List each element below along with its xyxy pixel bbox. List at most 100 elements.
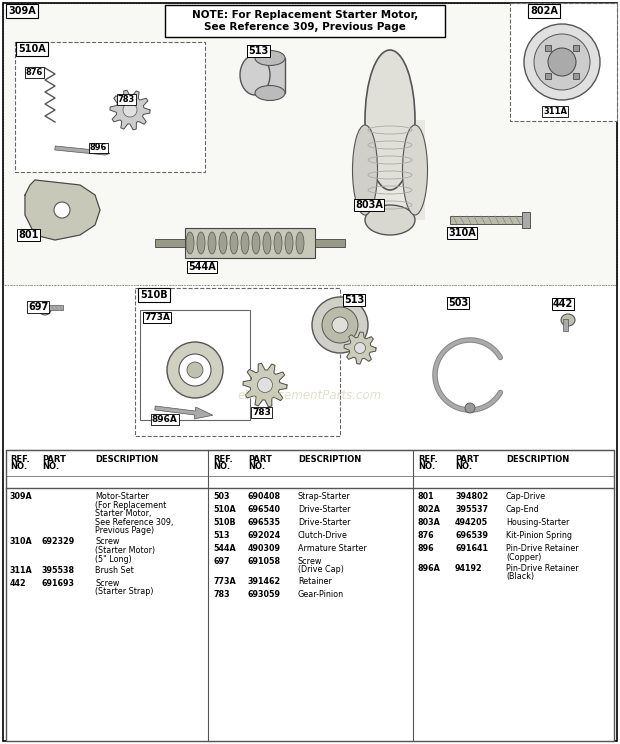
Circle shape <box>179 354 211 386</box>
Text: (Black): (Black) <box>506 572 534 582</box>
Bar <box>165 5 445 37</box>
Text: 309A: 309A <box>8 6 36 16</box>
Text: 394802: 394802 <box>455 492 489 501</box>
Circle shape <box>257 377 273 393</box>
Text: 773A: 773A <box>213 577 236 586</box>
Text: 691693: 691693 <box>42 579 75 588</box>
Text: (5" Long): (5" Long) <box>95 554 131 563</box>
Circle shape <box>123 103 137 117</box>
Bar <box>315 239 345 247</box>
Text: 513: 513 <box>248 46 268 56</box>
Text: Motor-Starter: Motor-Starter <box>95 492 149 501</box>
Text: 801: 801 <box>418 492 435 501</box>
Ellipse shape <box>255 51 285 65</box>
Text: 510A: 510A <box>18 44 46 54</box>
Ellipse shape <box>208 232 216 254</box>
Text: REF.: REF. <box>213 455 232 464</box>
Text: 691058: 691058 <box>248 557 281 566</box>
Text: 503: 503 <box>213 492 229 501</box>
Text: DESCRIPTION: DESCRIPTION <box>95 455 158 464</box>
Text: 513: 513 <box>213 531 229 540</box>
Text: NO.: NO. <box>418 462 435 471</box>
Text: Clutch-Drive: Clutch-Drive <box>298 531 348 540</box>
Circle shape <box>524 24 600 100</box>
Text: See Reference 309,: See Reference 309, <box>95 518 174 527</box>
Text: Housing-Starter: Housing-Starter <box>506 518 569 527</box>
Text: (Starter Motor): (Starter Motor) <box>95 546 155 555</box>
Ellipse shape <box>186 232 194 254</box>
Text: 696539: 696539 <box>455 531 488 540</box>
Text: 544A: 544A <box>213 544 236 553</box>
Text: DESCRIPTION: DESCRIPTION <box>506 455 569 464</box>
Circle shape <box>167 342 223 398</box>
Text: 803A: 803A <box>355 200 383 210</box>
Text: 395538: 395538 <box>42 566 75 575</box>
Text: 802A: 802A <box>418 505 441 514</box>
Bar <box>6 450 614 741</box>
Text: eReplacementParts.com: eReplacementParts.com <box>238 388 382 402</box>
Text: 513: 513 <box>344 295 365 305</box>
Bar <box>155 239 185 247</box>
Text: 773A: 773A <box>144 313 170 322</box>
Text: 803A: 803A <box>418 518 441 527</box>
Text: 802A: 802A <box>530 6 558 16</box>
Bar <box>185 228 315 258</box>
Polygon shape <box>110 90 150 129</box>
Text: Kit-Pinion Spring: Kit-Pinion Spring <box>506 531 572 540</box>
Text: NO.: NO. <box>248 462 265 471</box>
Bar <box>15 42 205 172</box>
Circle shape <box>534 34 590 90</box>
Text: Pin-Drive Retainer: Pin-Drive Retainer <box>506 544 578 553</box>
Circle shape <box>322 307 358 343</box>
Text: 494205: 494205 <box>455 518 488 527</box>
Text: 690408: 690408 <box>248 492 281 501</box>
Text: Screw: Screw <box>95 579 120 588</box>
Ellipse shape <box>219 232 227 254</box>
Text: PART: PART <box>248 455 272 464</box>
Ellipse shape <box>274 232 282 254</box>
Circle shape <box>332 317 348 333</box>
Text: 896: 896 <box>418 544 435 553</box>
Text: 697: 697 <box>28 302 48 312</box>
Text: REF.: REF. <box>10 455 30 464</box>
Text: Screw: Screw <box>298 557 322 566</box>
Bar <box>510 3 617 121</box>
Text: 876: 876 <box>418 531 435 540</box>
Text: 783: 783 <box>118 95 135 104</box>
Ellipse shape <box>263 232 271 254</box>
Text: 510B: 510B <box>140 290 167 300</box>
Text: (Copper): (Copper) <box>506 553 541 562</box>
Text: 896A: 896A <box>418 564 441 573</box>
Ellipse shape <box>296 232 304 254</box>
Text: Cap-End: Cap-End <box>506 505 540 514</box>
Text: 391462: 391462 <box>248 577 281 586</box>
Circle shape <box>465 403 475 413</box>
Text: 309A: 309A <box>10 492 33 501</box>
Ellipse shape <box>561 314 575 326</box>
Ellipse shape <box>230 232 238 254</box>
Ellipse shape <box>365 205 415 235</box>
Text: 395537: 395537 <box>455 505 488 514</box>
Text: PART: PART <box>42 455 66 464</box>
Bar <box>545 45 551 51</box>
Ellipse shape <box>241 232 249 254</box>
Text: 783: 783 <box>213 590 229 599</box>
Text: 442: 442 <box>10 579 27 588</box>
Text: Drive-Starter: Drive-Starter <box>298 505 350 514</box>
Bar <box>140 310 250 420</box>
Bar <box>3 3 617 285</box>
Ellipse shape <box>252 232 260 254</box>
Text: 310A: 310A <box>10 537 33 547</box>
Text: 510B: 510B <box>213 518 236 527</box>
Text: 490309: 490309 <box>248 544 281 553</box>
Text: (Drive Cap): (Drive Cap) <box>298 565 344 574</box>
Text: 783: 783 <box>252 408 271 417</box>
FancyArrow shape <box>155 406 213 419</box>
Circle shape <box>187 362 203 378</box>
Ellipse shape <box>402 125 428 215</box>
Text: Pin-Drive Retainer: Pin-Drive Retainer <box>506 564 578 573</box>
Text: Gear-Pinion: Gear-Pinion <box>298 590 344 599</box>
Bar <box>573 73 579 79</box>
Text: 692329: 692329 <box>42 537 75 547</box>
Text: NO.: NO. <box>455 462 472 471</box>
